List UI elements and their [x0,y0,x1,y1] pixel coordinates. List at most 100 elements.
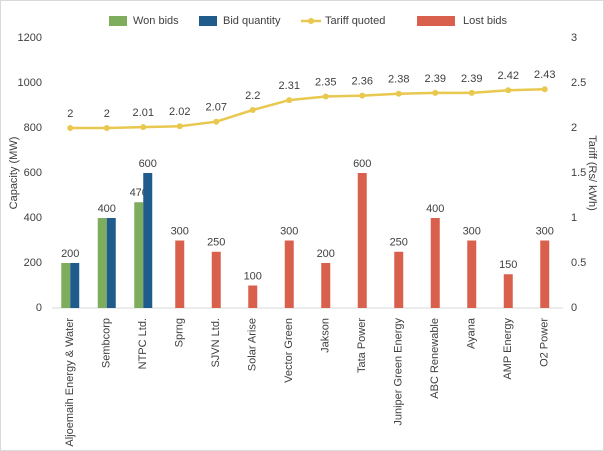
data-label: 2.43 [534,69,555,81]
x-tick-label: Sembcorp [101,318,113,368]
y2-tick-label: 0 [571,302,577,314]
y-tick-label: 800 [24,122,42,134]
y2-tick-label: 2.5 [571,77,586,89]
bar [97,218,107,308]
x-tick-label: Jakson [320,318,332,353]
tariff-marker [322,93,329,100]
data-label: 2.39 [461,73,482,85]
bar [211,251,221,308]
bar [503,274,513,308]
bar [540,240,550,308]
bar [394,251,404,308]
y2-tick-label: 2 [571,122,577,134]
x-tick-label: SJVN Ltd. [210,318,222,368]
bar [248,285,258,308]
data-label: 200 [61,248,79,260]
x-tick-label: Solar Arise [247,318,259,371]
x-tick-label: Ayana [466,317,478,349]
data-label: 250 [390,237,408,249]
data-label: 2.35 [315,76,336,88]
data-label: 300 [171,225,189,237]
x-tick-label: Juniper Green Energy [393,318,405,426]
y-tick-label: 0 [36,302,42,314]
y-axis-title: Capacity (MW) [8,137,20,210]
data-label: 100 [244,270,262,282]
tariff-marker [359,92,366,99]
data-label: 300 [280,225,298,237]
data-label: 400 [426,203,444,215]
tariff-line [70,88,545,130]
tariff-marker [67,125,74,131]
data-label: 2.36 [352,76,373,88]
data-label: 400 [98,203,116,215]
tariff-marker [286,97,293,104]
legend-label: Bid quantity [223,15,281,27]
data-label: 600 [139,158,157,170]
bar [70,263,80,308]
tariff-marker [432,89,439,96]
x-tick-label: Vector Green [283,318,295,383]
data-label: 2 [104,108,110,120]
bar [61,263,71,308]
data-label: 2.07 [206,102,227,114]
data-label: 250 [207,237,225,249]
data-label: 600 [353,158,371,170]
legend-swatch [199,16,217,26]
y2-tick-label: 1 [571,212,577,224]
bar [467,240,477,308]
data-label: 2.42 [498,70,519,82]
bar [430,218,440,308]
tariff-marker [249,107,256,113]
tariff-marker [395,90,402,97]
x-tick-label: O2 Power [539,318,551,367]
x-tick-label: Tata Power [356,318,368,373]
bar [106,218,116,308]
bar [284,240,294,308]
tariff-marker [176,123,183,130]
y-tick-label: 1000 [18,77,42,89]
data-label: 2.2 [245,90,260,102]
data-label: 2.31 [279,80,300,92]
x-tick-label: NTPC Ltd. [137,318,149,369]
legend-marker [308,18,314,24]
tariff-marker [213,118,220,125]
bar [175,240,185,308]
data-label: 2.39 [425,73,446,85]
y-tick-label: 600 [24,167,42,179]
legend-label: Won bids [133,15,179,27]
x-tick-label: AMP Energy [502,318,514,380]
tariff-marker [140,124,147,131]
legend-swatch [417,16,455,26]
x-tick-label: Sprng [174,318,186,347]
tariff-marker [541,86,548,93]
legend-swatch [109,16,127,26]
bar [134,202,144,308]
tariff-marker [505,87,512,94]
bar [321,263,331,308]
data-label: 300 [463,225,481,237]
data-label: 200 [317,248,335,260]
y2-tick-label: 0.5 [571,257,586,269]
x-tick-label: Aljoemaih Energy & Water [64,318,76,447]
legend-label: Tariff quoted [325,15,385,27]
y2-tick-label: 1.5 [571,167,586,179]
x-tick-label: ABC Renewable [429,318,441,399]
tariff-marker [468,89,475,96]
data-label: 150 [499,259,517,271]
bar [357,173,367,308]
data-label: 300 [536,225,554,237]
data-label: 2.02 [169,106,190,118]
data-label: 2.38 [388,74,409,86]
data-label: 2 [67,108,73,120]
tariff-marker [103,125,110,131]
y2-tick-label: 3 [571,32,577,44]
data-label: 2.01 [133,107,154,119]
y-tick-label: 200 [24,257,42,269]
y-tick-label: 400 [24,212,42,224]
y-tick-label: 1200 [18,32,42,44]
legend-label: Lost bids [463,15,508,27]
y2-axis-title: Tariff (Rs/ kWh) [586,135,598,211]
bar [143,173,153,308]
